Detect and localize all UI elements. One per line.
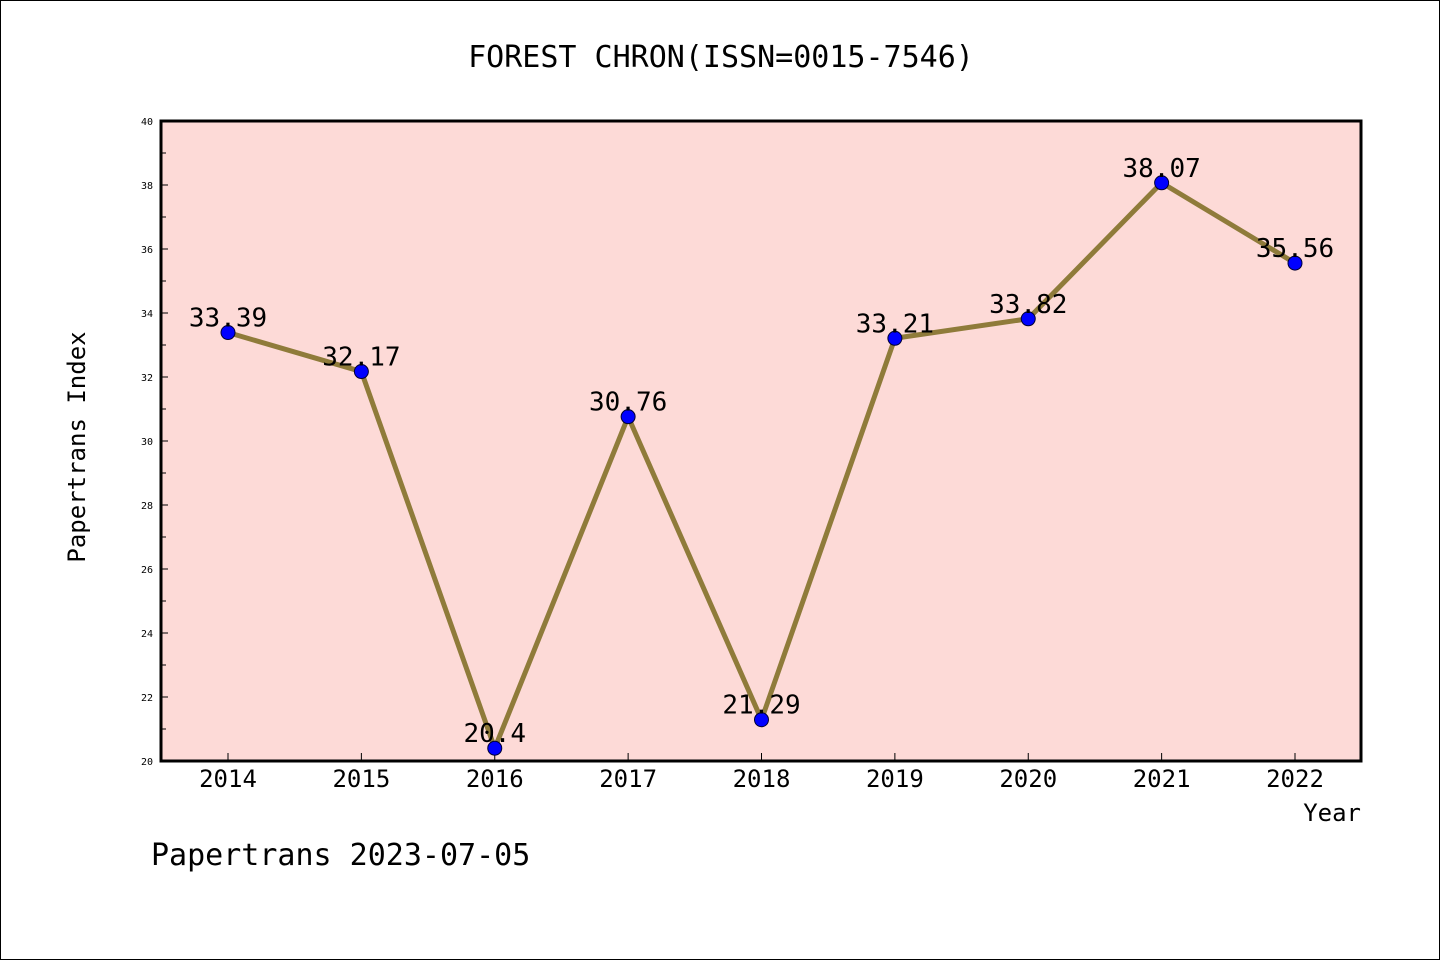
x-tick-label: 2015: [332, 765, 390, 793]
data-label: 33.82: [989, 290, 1067, 320]
x-tick-label: 2016: [466, 765, 524, 793]
y-tick-label: 20: [141, 757, 153, 768]
data-point: [1020, 311, 1036, 327]
y-tick-label: 34: [141, 309, 153, 320]
y-tick-label: 30: [141, 437, 153, 448]
data-label: 33.21: [856, 309, 934, 339]
data-point: [353, 364, 369, 380]
y-tick-label: 28: [141, 501, 153, 512]
y-tick-label: 22: [141, 693, 153, 704]
data-label: 33.39: [189, 304, 267, 334]
y-tick-label: 24: [141, 629, 153, 640]
y-tick-label: 40: [141, 117, 153, 128]
x-tick-label: 2014: [199, 765, 257, 793]
x-tick-label: 2019: [866, 765, 924, 793]
x-tick-label: 2022: [1266, 765, 1324, 793]
data-point: [220, 325, 236, 341]
data-label: 32.17: [322, 343, 400, 373]
x-tick-label: 2018: [733, 765, 791, 793]
y-tick-label: 36: [141, 245, 153, 256]
x-tick-label: 2017: [599, 765, 657, 793]
data-point: [1287, 255, 1303, 271]
x-axis-label: Year: [1303, 799, 1361, 827]
series-layer: 33.39 32.17 20.4 30.76 21.29 33.21 33.82 38.07 3…: [189, 154, 1334, 756]
data-point: [487, 740, 503, 756]
footer-text: Papertrans 2023-07-05: [151, 838, 530, 873]
data-point: [754, 712, 769, 728]
y-axis-label: Papertrans Index: [63, 331, 91, 562]
y-tick-label: 26: [141, 565, 153, 576]
y-tick-label: 32: [141, 373, 153, 384]
data-label: 35.56: [1256, 234, 1334, 264]
data-point: [887, 330, 903, 346]
data-point: [1154, 175, 1170, 191]
data-label: 38.07: [1122, 154, 1200, 184]
data-point: [620, 409, 636, 425]
data-label: 21.29: [722, 691, 800, 721]
x-tick-label: 2020: [999, 765, 1057, 793]
chart-title: FOREST CHRON(ISSN=0015-7546): [468, 40, 974, 75]
y-tick-label: 38: [141, 181, 153, 192]
x-axis-ticks: 2014 2015 2016 2017 2018 2019 2020 2021 2022: [199, 753, 1324, 793]
data-label: 20.4: [463, 719, 526, 749]
y-axis-ticks: 20 22 24 26 28 30 32 34 36 38 40: [141, 117, 168, 768]
x-tick-label: 2021: [1133, 765, 1191, 793]
data-label: 30.76: [589, 388, 667, 418]
plot-border: [159, 119, 1363, 763]
plot-area: [161, 121, 1361, 761]
